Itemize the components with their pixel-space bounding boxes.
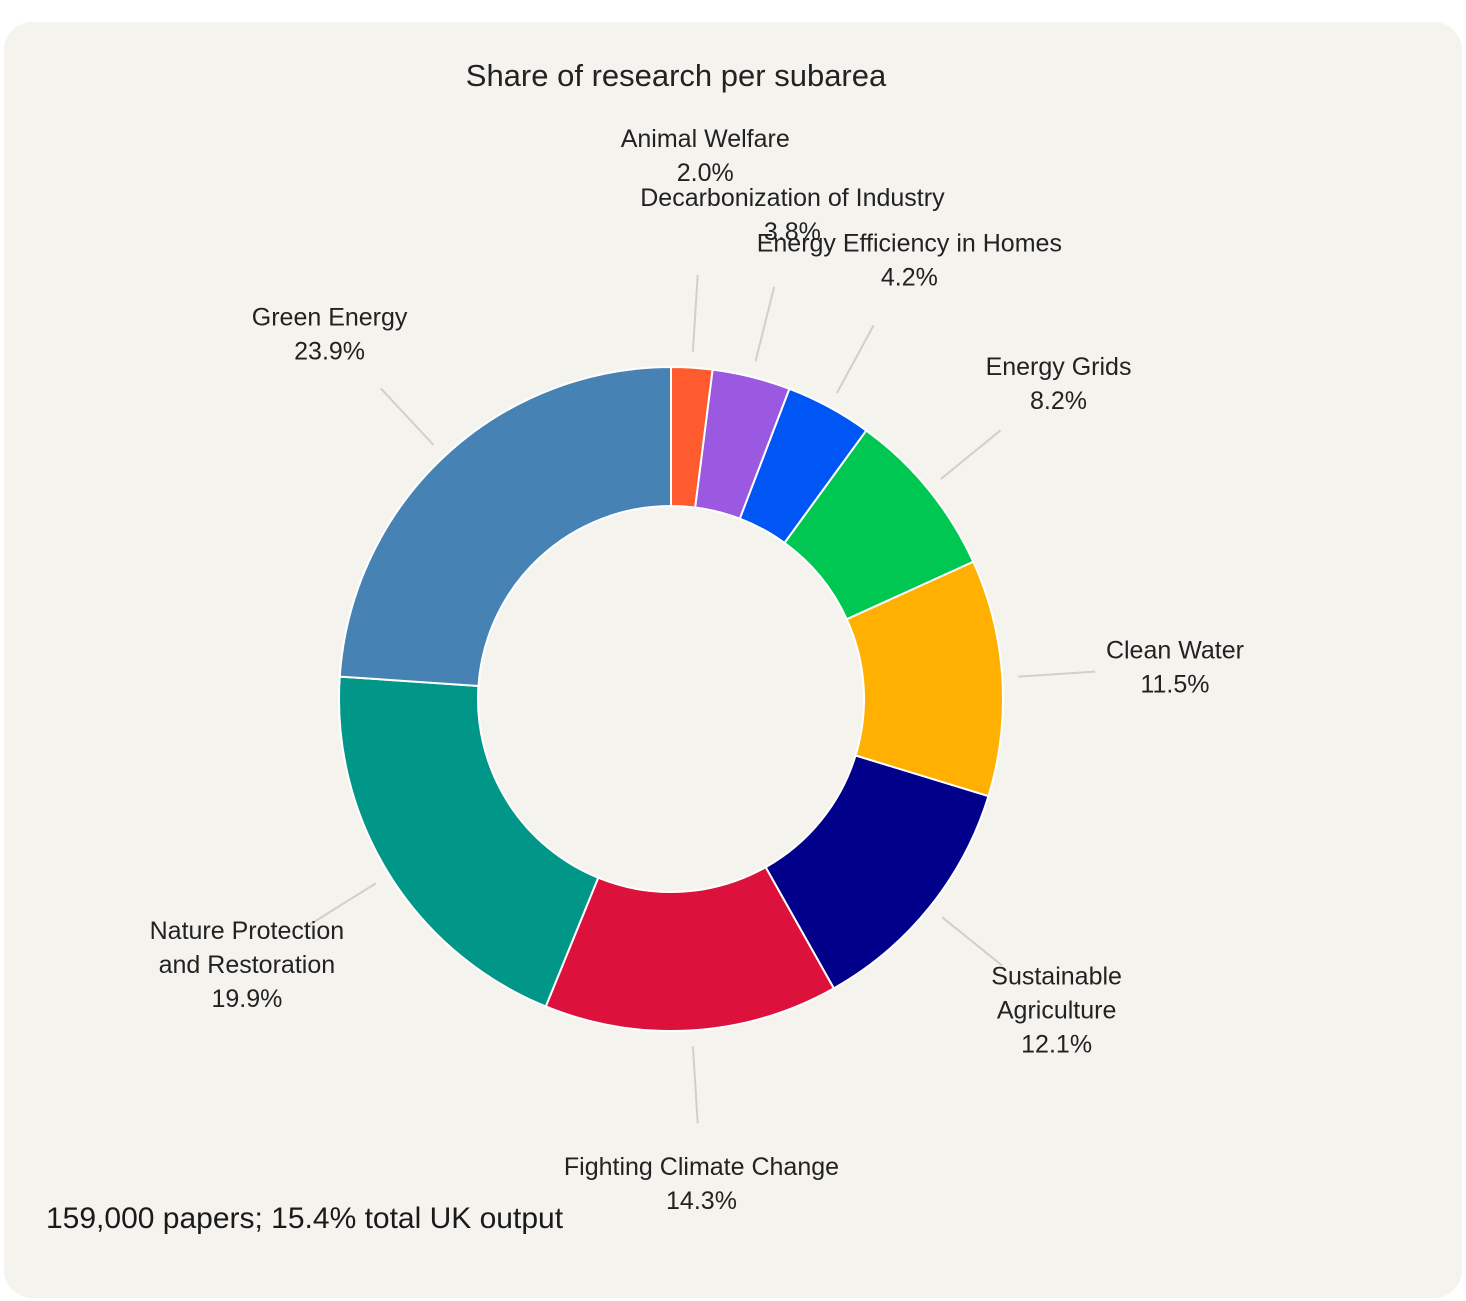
slice-green-energy: [338, 365, 672, 688]
leader-line: [380, 387, 435, 446]
leader-line: [691, 1046, 699, 1124]
slice-label: Clean Water 11.5%: [1106, 636, 1244, 698]
slice-name-label: Green Energy: [252, 304, 408, 332]
slice-value-label: 12.1%: [1021, 1030, 1092, 1058]
slice-value-label: 19.9%: [211, 985, 282, 1013]
slice-value-label: 4.2%: [881, 263, 938, 291]
leader-line: [1018, 670, 1096, 678]
slice-value-label: 8.2%: [1030, 387, 1087, 415]
slice-name-label: Fighting Climate Change: [564, 1153, 839, 1181]
slice-label: Fighting Climate Change 14.3%: [564, 1153, 839, 1215]
leader-line: [754, 286, 776, 362]
slice-value-label: 14.3%: [666, 1187, 737, 1215]
slice-labels: Animal Welfare 2.0%Decarbonization of Ind…: [150, 125, 1244, 1215]
slice-label: Green Energy 23.9%: [252, 304, 408, 366]
slice-value-label: 2.0%: [677, 159, 734, 187]
slice-name-label: Energy Efficiency in Homes: [757, 229, 1062, 257]
slice-fighting-climate-change: [544, 865, 836, 1032]
slice-label: Energy Efficiency in Homes 4.2%: [757, 229, 1062, 291]
slice-name-label: Energy Grids: [986, 353, 1132, 381]
slice-value-label: 23.9%: [294, 338, 365, 366]
leader-line: [691, 274, 699, 352]
donut-slices: [338, 365, 1004, 1032]
slice-label: Decarbonization of Industry 3.8%: [640, 184, 945, 246]
slice-value-label: 3.8%: [764, 218, 821, 246]
slice-label: Nature Protection and Restoration 19.9%: [150, 917, 345, 1013]
slice-name-label: and Restoration: [159, 951, 336, 979]
leader-lines: [309, 274, 1096, 1124]
slice-label: Animal Welfare 2.0%: [621, 125, 790, 187]
slice-nature-protection-and-restoration: [338, 675, 600, 1008]
slice-name-label: Nature Protection: [150, 917, 345, 945]
slice-label: Energy Grids 8.2%: [986, 353, 1132, 415]
slice-name-label: Sustainable: [991, 962, 1122, 990]
slice-value-label: 11.5%: [1140, 670, 1209, 698]
leader-line: [836, 324, 875, 394]
slice-label: Sustainable Agriculture 12.1%: [991, 962, 1122, 1058]
leader-line: [309, 882, 377, 925]
footer-note: 159,000 papers; 15.4% total UK output: [46, 1202, 564, 1235]
leader-line: [940, 429, 1002, 480]
slice-name-label: Agriculture: [997, 996, 1117, 1024]
slice-name-label: Animal Welfare: [621, 125, 790, 153]
chart-card: [4, 22, 1462, 1298]
leader-line: [941, 916, 1003, 967]
slice-name-label: Decarbonization of Industry: [640, 184, 945, 212]
chart-title: Share of research per subarea: [465, 58, 887, 93]
slice-name-label: Clean Water: [1106, 636, 1244, 664]
